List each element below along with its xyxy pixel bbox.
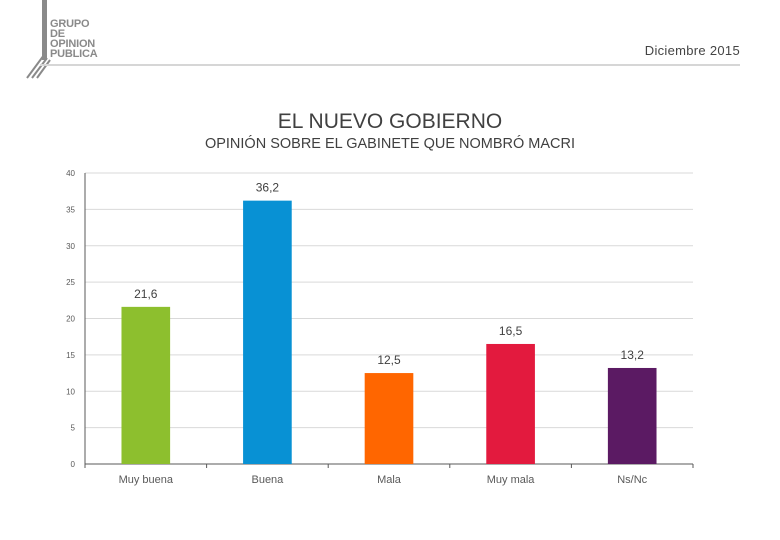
y-tick-label: 5	[71, 424, 76, 433]
data-label: 12,5	[377, 353, 401, 367]
data-label: 21,6	[134, 287, 158, 301]
x-tick-label: Buena	[251, 474, 284, 486]
y-tick-label: 10	[66, 387, 75, 396]
bar	[243, 200, 292, 464]
logo-line: PUBLICA	[50, 48, 98, 60]
x-tick-label: Mala	[377, 474, 402, 486]
logo-text: GRUPO DE OPINION PUBLICA	[50, 18, 98, 60]
y-tick-label: 30	[66, 242, 75, 251]
y-tick-label: 25	[66, 278, 75, 287]
logo-line: DE	[50, 28, 65, 40]
chart-title: EL NUEVO GOBIERNO	[277, 110, 503, 133]
y-tick-label: 40	[66, 169, 75, 178]
report-date: Diciembre 2015	[644, 43, 740, 58]
chart-subtitle: OPINIÓN SOBRE EL GABINETE QUE NOMBRÓ MAC…	[204, 136, 576, 152]
bar	[364, 373, 414, 464]
y-tick-label: 15	[66, 351, 75, 360]
x-tick-label: Muy mala	[487, 474, 536, 486]
data-label: 13,2	[621, 348, 645, 362]
logo-line: GRUPO	[50, 18, 90, 30]
bar	[486, 343, 535, 464]
y-tick-label: 20	[66, 315, 75, 324]
y-tick-label: 0	[71, 460, 76, 469]
bar	[121, 306, 171, 464]
logo	[22, 0, 112, 82]
y-tick-label: 35	[66, 205, 75, 214]
header-divider	[40, 64, 740, 66]
logo-mark-icon	[26, 0, 51, 79]
x-tick-label: Muy buena	[119, 474, 174, 486]
x-tick-label: Ns/Nc	[617, 474, 647, 486]
data-label: 16,5	[499, 324, 523, 338]
bar	[607, 367, 657, 464]
logo-line: OPINION	[50, 38, 96, 50]
data-label: 36,2	[256, 181, 280, 195]
